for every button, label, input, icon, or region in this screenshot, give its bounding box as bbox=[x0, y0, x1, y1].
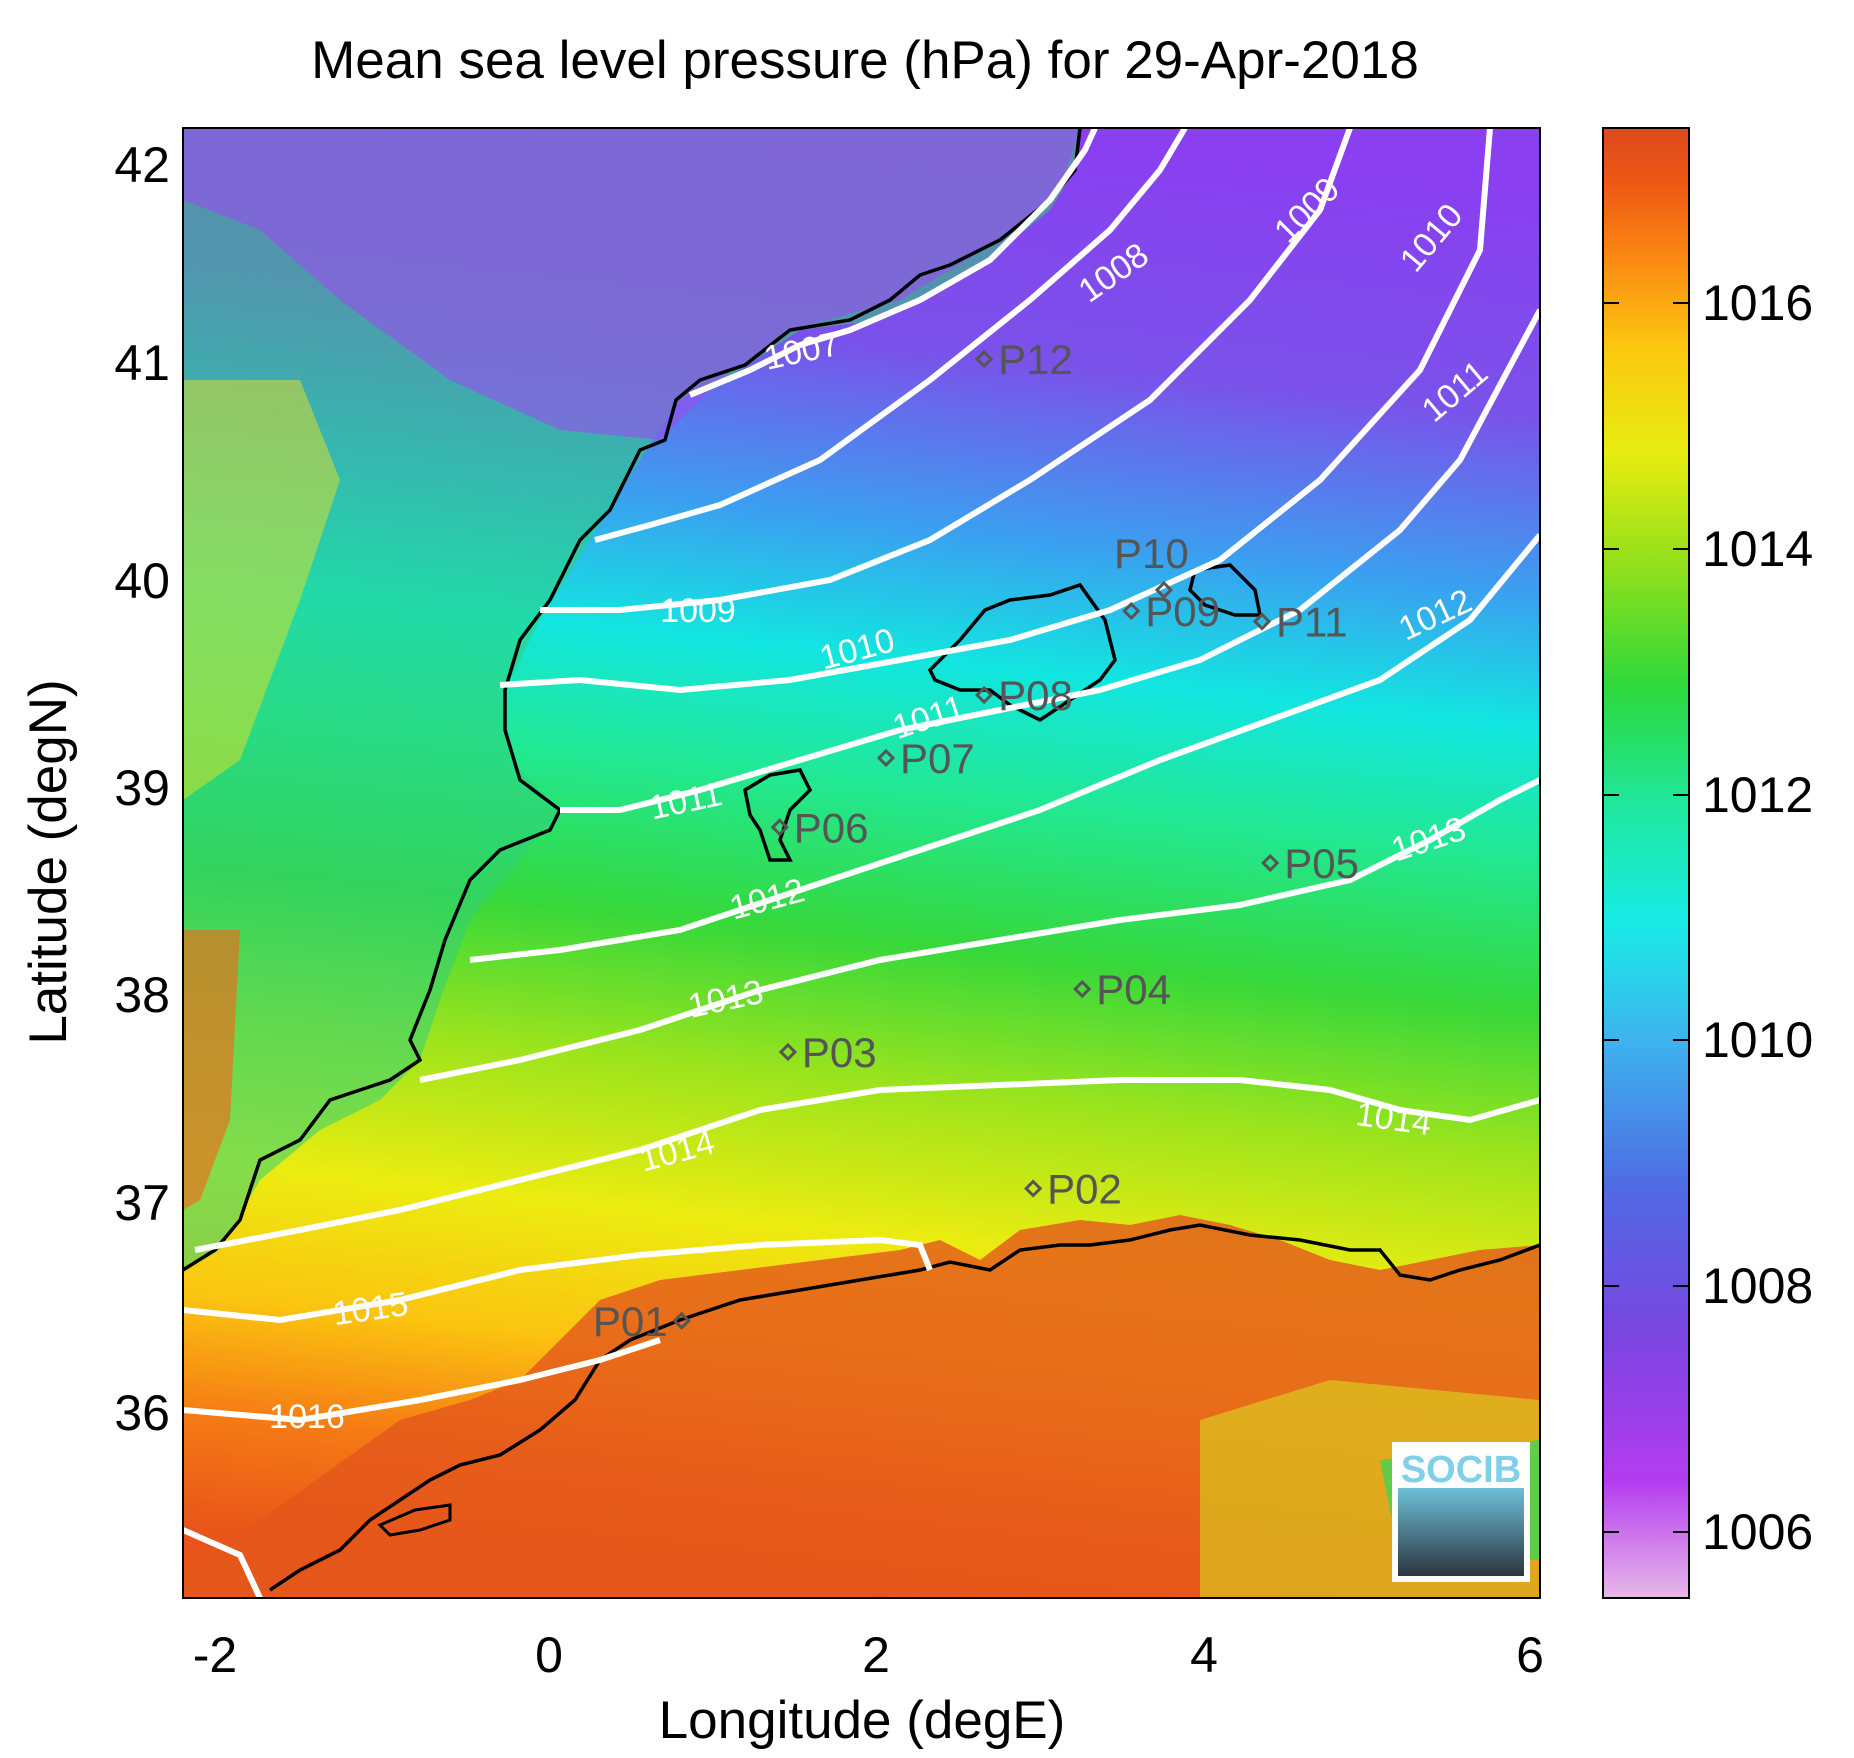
colorbar-tick-label: 1014 bbox=[1702, 521, 1813, 577]
station-label: P04 bbox=[1096, 966, 1171, 1013]
socib-logo: SOCIB bbox=[1392, 1442, 1530, 1582]
x-axis: -2 0 2 4 6 bbox=[193, 1627, 1544, 1683]
map-frame bbox=[182, 127, 1541, 1599]
colorbar: 1016 1014 1012 1010 1008 1006 bbox=[1602, 127, 1813, 1599]
isobars bbox=[183, 128, 1540, 1598]
isobar-1009 bbox=[540, 128, 1353, 613]
x-axis-label: Longitude (degE) bbox=[659, 1691, 1066, 1750]
isobar-1015 bbox=[183, 1236, 933, 1324]
africa-coastline bbox=[269, 1223, 1540, 1592]
x-tick-label: 0 bbox=[535, 1627, 563, 1683]
iberia-land-shade bbox=[183, 128, 1080, 1270]
station-marker bbox=[974, 349, 994, 369]
north-low-shade bbox=[183, 128, 1080, 440]
x-tick-label: 2 bbox=[862, 1627, 890, 1683]
station-label: P11 bbox=[1276, 599, 1348, 646]
colorbar-tick-label: 1010 bbox=[1702, 1012, 1813, 1068]
isobar-1011 bbox=[560, 308, 1540, 813]
station-label: P06 bbox=[794, 804, 869, 851]
station-label: P02 bbox=[1047, 1166, 1122, 1213]
station-marker bbox=[778, 1042, 798, 1062]
y-tick-label: 41 bbox=[114, 335, 170, 391]
isobar-1007 bbox=[688, 128, 1098, 398]
station-marker bbox=[1261, 853, 1280, 873]
station-marker bbox=[1252, 612, 1272, 631]
alboran-coastline bbox=[377, 1503, 452, 1537]
colorbar-tick-label: 1008 bbox=[1702, 1258, 1813, 1314]
station-label: P05 bbox=[1284, 840, 1359, 887]
y-tick-label: 42 bbox=[114, 137, 170, 193]
map-panel: 1007 1008 1009 1010 1009 1010 1011 1011 … bbox=[183, 128, 1540, 1598]
station-label: P01 bbox=[593, 1298, 668, 1345]
y-tick-label: 38 bbox=[114, 967, 170, 1023]
station-marker bbox=[974, 685, 994, 705]
station-marker bbox=[1073, 979, 1092, 999]
colorbar-tick-label: 1006 bbox=[1702, 1504, 1813, 1560]
y-tick-label: 37 bbox=[114, 1175, 170, 1231]
isobar-1010 bbox=[499, 128, 1493, 694]
colorbar-tick-label: 1012 bbox=[1702, 767, 1813, 823]
y-tick-label: 39 bbox=[114, 760, 170, 816]
chart-title: Mean sea level pressure (hPa) for 29-Apr… bbox=[311, 31, 1419, 90]
isobar-1014 bbox=[194, 1077, 1540, 1253]
y-tick-label: 36 bbox=[114, 1385, 170, 1441]
station-marker bbox=[876, 748, 896, 768]
sierra-shade bbox=[183, 930, 240, 1210]
isobar-1016-south bbox=[183, 1527, 263, 1598]
ibiza-coastline bbox=[743, 768, 813, 862]
station-marker bbox=[770, 818, 789, 837]
x-tick-label: -2 bbox=[193, 1627, 237, 1683]
stations: P01 P02 P03 P04 P05 P06 P07 P08 P09 P10 P11 P12 bbox=[593, 336, 1359, 1345]
station-label: P03 bbox=[802, 1029, 877, 1076]
station-label: P12 bbox=[998, 336, 1073, 383]
mallorca-coastline bbox=[927, 582, 1117, 723]
x-tick-label: 4 bbox=[1190, 1627, 1218, 1683]
station-marker bbox=[672, 1311, 691, 1330]
spain-coastline bbox=[183, 128, 1082, 1272]
station-marker bbox=[1122, 601, 1141, 621]
isobar-1016 bbox=[183, 1337, 661, 1424]
station-label: P10 bbox=[1114, 530, 1189, 577]
colorbar-tick-label: 1016 bbox=[1702, 275, 1813, 331]
y-tick-label: 40 bbox=[114, 553, 170, 609]
isobar-1013 bbox=[419, 777, 1540, 1083]
station-marker bbox=[1154, 580, 1174, 600]
x-tick-label: 6 bbox=[1516, 1627, 1544, 1683]
station-label: P09 bbox=[1145, 588, 1220, 635]
interior-plateau-shade bbox=[183, 380, 340, 800]
colorbar-gradient bbox=[1602, 127, 1690, 1599]
station-label: P08 bbox=[998, 672, 1073, 719]
station-label: P07 bbox=[900, 735, 975, 782]
isobar-label: 1009 bbox=[660, 592, 736, 630]
isobar-1008 bbox=[594, 128, 1188, 543]
isobar-1012 bbox=[469, 533, 1540, 963]
isobar-label: 1016 bbox=[269, 1398, 345, 1436]
logo-text: SOCIB bbox=[1401, 1449, 1521, 1491]
y-axis: 42 41 40 39 38 37 36 bbox=[114, 137, 170, 1441]
station-marker bbox=[1024, 1179, 1043, 1198]
menorca-coastline bbox=[1188, 563, 1263, 617]
y-axis-label: Latitude (degN) bbox=[19, 679, 78, 1044]
